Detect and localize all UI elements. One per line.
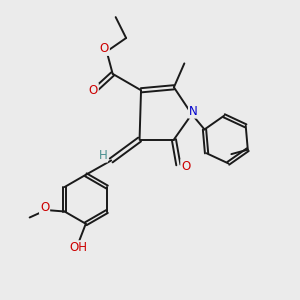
Text: O: O xyxy=(88,84,98,97)
Text: O: O xyxy=(40,200,49,214)
Text: O: O xyxy=(100,42,109,55)
Text: OH: OH xyxy=(69,241,87,254)
Text: H: H xyxy=(98,148,107,162)
Text: O: O xyxy=(181,160,190,173)
Text: N: N xyxy=(189,105,198,118)
